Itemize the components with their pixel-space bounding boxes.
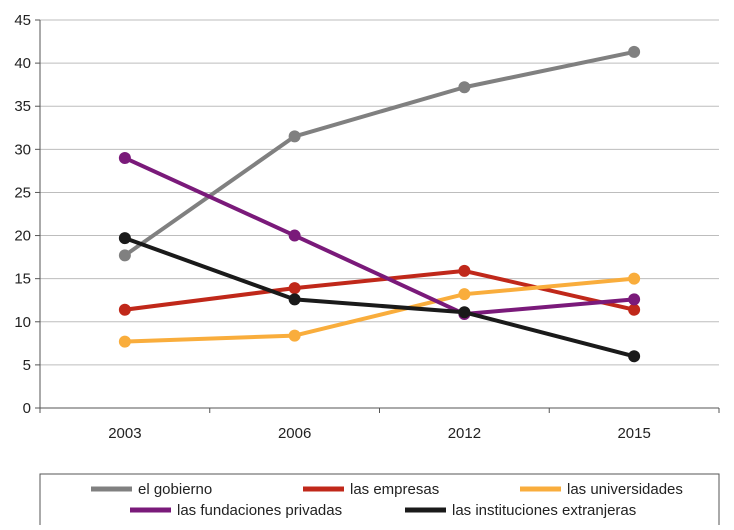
series-line — [122, 236, 637, 359]
data-point — [628, 45, 641, 58]
data-point — [288, 229, 301, 242]
y-tick-label: 40 — [14, 55, 31, 72]
series-0 — [118, 45, 641, 262]
data-point — [288, 130, 301, 143]
y-tick-label: 25 — [14, 184, 31, 201]
data-point — [458, 288, 471, 301]
y-tick-label: 35 — [14, 98, 31, 115]
data-point — [118, 232, 131, 245]
series-lines — [118, 45, 641, 363]
legend-item: las universidades — [520, 481, 683, 498]
series-line — [122, 49, 637, 258]
legend-label: las empresas — [350, 481, 439, 498]
tick-labels: 0 5 10 15 20 25 30 35 40 45 2003 2006 2012 2015 — [14, 12, 651, 442]
series-line — [122, 276, 637, 344]
legend-label: las universidades — [567, 481, 683, 498]
series-2 — [118, 272, 641, 348]
series-line — [122, 268, 637, 312]
data-point — [118, 303, 131, 316]
legend-label: las instituciones extranjeras — [452, 502, 636, 519]
data-point — [118, 151, 131, 164]
x-tick-label-2003: 2003 — [108, 425, 141, 442]
y-tick-label: 5 — [23, 357, 31, 374]
series-4 — [118, 232, 641, 363]
data-point — [628, 272, 641, 285]
x-tick-label-2012: 2012 — [448, 425, 481, 442]
legend: el gobierno las empresas las universidades… — [39, 473, 720, 528]
legend-label: el gobierno — [138, 481, 212, 498]
y-tick-label: 10 — [14, 314, 31, 331]
data-point — [628, 350, 641, 363]
data-point — [458, 306, 471, 319]
series-line — [122, 155, 637, 317]
y-tick-label: 30 — [14, 141, 31, 158]
y-tick-label: 0 — [23, 400, 31, 417]
y-tick-label: 20 — [14, 228, 31, 245]
data-point — [118, 335, 131, 348]
legend-label: las fundaciones privadas — [177, 502, 342, 519]
data-point — [628, 303, 641, 316]
data-point — [118, 249, 131, 262]
x-tick-label-2006: 2006 — [278, 425, 311, 442]
data-point — [288, 293, 301, 306]
legend-item: las fundaciones privadas — [130, 502, 342, 519]
legend-item: las instituciones extranjeras — [405, 502, 636, 519]
data-point — [288, 329, 301, 342]
y-tick-label: 45 — [14, 12, 31, 29]
legend-item: el gobierno — [91, 481, 212, 498]
x-tick-label-2015: 2015 — [617, 425, 650, 442]
y-tick-label: 15 — [14, 271, 31, 288]
legend-item: las empresas — [303, 481, 439, 498]
data-point — [628, 293, 641, 306]
data-point — [458, 264, 471, 277]
series-1 — [118, 264, 641, 316]
data-point — [288, 282, 301, 295]
axes — [35, 19, 720, 413]
data-point — [458, 81, 471, 94]
